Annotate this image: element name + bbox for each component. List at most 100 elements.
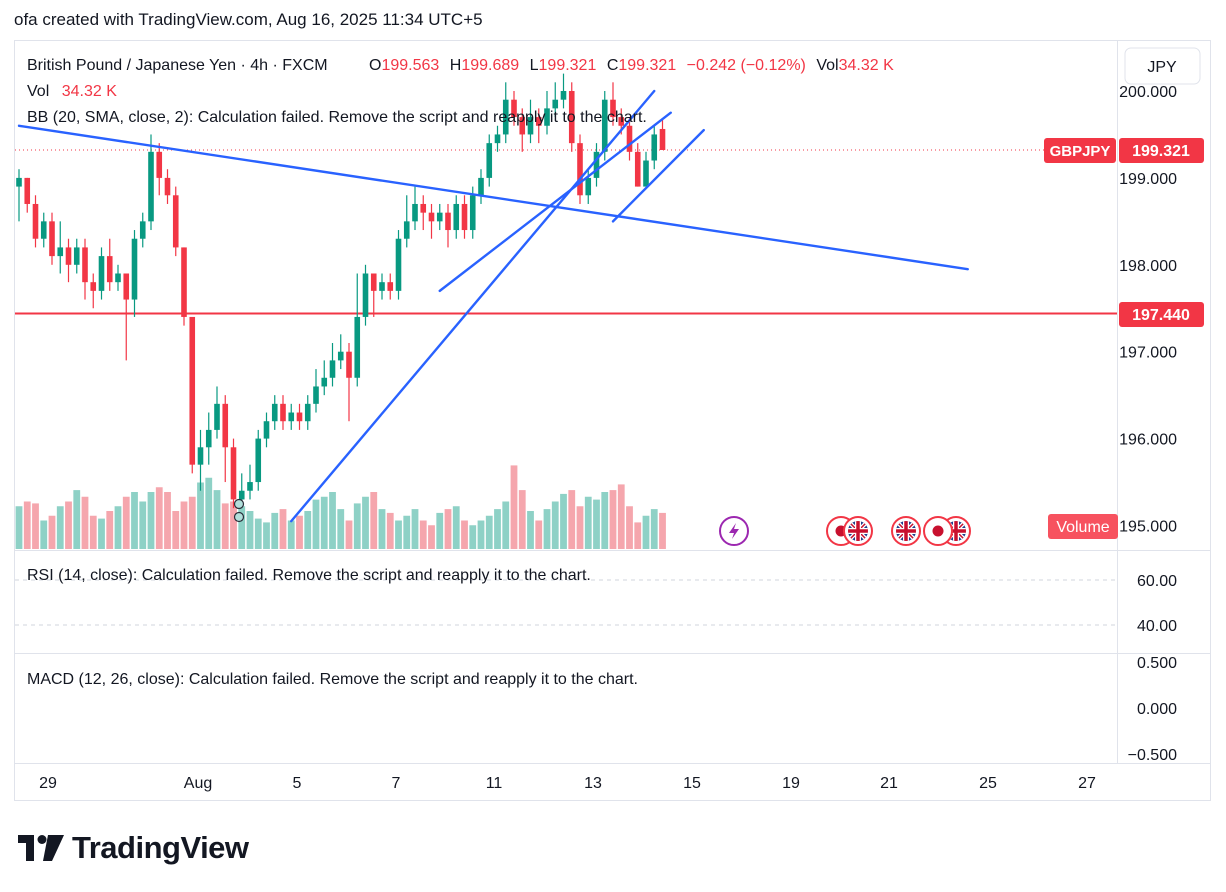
candle: [436, 203, 443, 231]
candle-body: [379, 282, 385, 291]
candle-body: [560, 91, 567, 100]
candle-body: [478, 177, 484, 196]
candle: [527, 99, 534, 144]
candle: [461, 195, 468, 239]
time-axis[interactable]: 29 Aug 5 7 11 13 15 19 21 25 27: [39, 775, 1096, 792]
bb-indicator-text: BB (20, SMA, close, 2): Calculation fail…: [27, 109, 647, 126]
candle: [511, 91, 517, 126]
candle: [82, 238, 88, 300]
candle: [73, 238, 80, 274]
candle-body: [131, 238, 138, 300]
volume-bar: [122, 496, 130, 549]
candle-body: [428, 212, 435, 222]
candle-body: [205, 429, 212, 448]
candle-body: [511, 99, 517, 118]
tradingview-logo[interactable]: TradingView: [18, 828, 249, 868]
candle-body: [370, 273, 377, 291]
time-tick-label: 5: [293, 775, 302, 792]
candle-body: [255, 438, 262, 483]
candle-body: [172, 195, 179, 248]
trendline[interactable]: [611, 128, 705, 223]
candle: [40, 212, 47, 248]
candle: [370, 273, 377, 317]
candle-body: [247, 482, 253, 491]
candle: [329, 343, 336, 387]
candle: [16, 169, 22, 222]
candle-body: [486, 143, 493, 178]
volume-bar: [230, 501, 237, 549]
trendlines[interactable]: [17, 89, 969, 523]
volume-bar: [147, 492, 155, 549]
volume-bar: [312, 499, 320, 549]
volume-bar: [48, 515, 56, 549]
price-tick-label: 200.000: [1119, 84, 1177, 101]
chart-svg[interactable]: British Pound / Japanese Yen · 4h · FXCM…: [15, 41, 1210, 800]
candle-body: [271, 403, 278, 422]
candle: [420, 195, 427, 231]
volume-bar: [139, 501, 147, 549]
volume-bar: [155, 487, 163, 549]
time-tick-label: 15: [683, 775, 701, 792]
candle: [148, 134, 154, 231]
candle-body: [321, 377, 328, 387]
candle: [139, 212, 146, 248]
candle-body: [502, 99, 509, 135]
time-tick-label: 25: [979, 775, 997, 792]
time-tick-label: 19: [782, 775, 800, 792]
candle-body: [337, 351, 344, 361]
volume-bar: [337, 509, 345, 549]
candle-body: [313, 386, 319, 404]
macd-tick-label: 0.000: [1137, 701, 1177, 718]
legend-volume: Vol 34.32 K: [27, 83, 117, 100]
candle: [412, 186, 418, 231]
volume-bar: [461, 520, 468, 549]
lightning-event-icon[interactable]: [719, 516, 749, 546]
candle-body: [90, 282, 97, 291]
price-tick-label: 195.000: [1119, 519, 1177, 536]
volume-bar: [370, 492, 378, 549]
volume-bar: [15, 506, 23, 549]
volume-bar: [345, 520, 353, 549]
candle: [593, 143, 600, 187]
level-price-tag: 197.440: [1119, 302, 1204, 327]
currency-button[interactable]: JPY: [1124, 47, 1201, 85]
candle-body: [98, 256, 105, 291]
trendline[interactable]: [17, 124, 969, 271]
candle: [577, 134, 583, 204]
volume-bar: [73, 490, 81, 549]
volume-bar: [287, 520, 295, 549]
gbp-event-icon[interactable]: [891, 516, 921, 546]
candles: [16, 73, 666, 509]
volume-bar: [320, 496, 328, 549]
volume-bar: [502, 501, 510, 549]
volume-bar: [593, 499, 600, 549]
trendline[interactable]: [438, 111, 672, 293]
candle-body: [659, 128, 666, 151]
trendline[interactable]: [290, 89, 656, 523]
time-tick-label: 11: [486, 775, 503, 792]
candle-body: [329, 360, 336, 378]
price-tick-label: 196.000: [1119, 432, 1177, 449]
candle-body: [634, 151, 641, 187]
price-tick-label: 198.000: [1119, 258, 1177, 275]
price-axis[interactable]: 200.000 199.000 198.000 197.000 196.000 195.0…: [1119, 84, 1177, 536]
svg-text:GBPJPY: GBPJPY: [1050, 143, 1111, 160]
jpy-event-icon[interactable]: [923, 516, 953, 546]
volume-bar: [98, 518, 105, 549]
volume-bar: [617, 484, 625, 549]
volume-bar: [510, 465, 518, 549]
candle: [189, 316, 196, 474]
volume-bar: [329, 492, 336, 549]
macd-axis: 0.500 0.000 −0.500: [1128, 655, 1177, 764]
candle: [90, 273, 97, 309]
split-marker-icon[interactable]: [233, 511, 245, 523]
candle: [643, 151, 649, 187]
candle: [32, 195, 39, 248]
volume-bar: [518, 490, 526, 549]
volume-bar: [238, 506, 246, 549]
gbp-event-icon[interactable]: [843, 516, 873, 546]
split-marker-icon[interactable]: [233, 498, 245, 510]
volume-bar: [477, 520, 485, 549]
volume-bar: [403, 515, 411, 549]
time-tick-label: 29: [39, 775, 57, 792]
